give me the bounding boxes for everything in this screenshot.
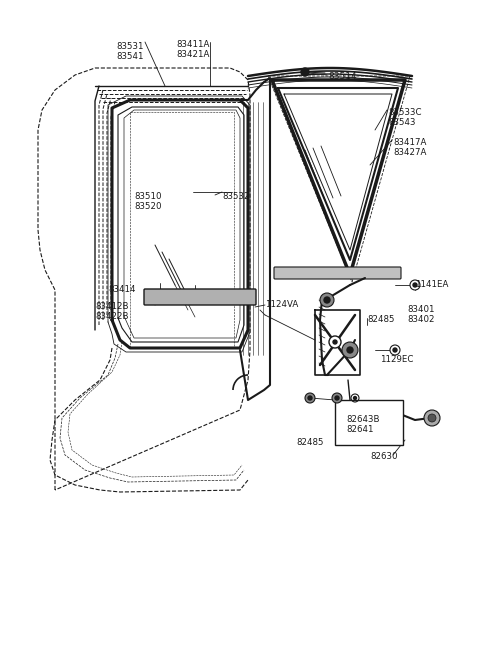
Circle shape	[393, 348, 397, 352]
Text: 83414: 83414	[108, 285, 135, 294]
Text: 83514: 83514	[328, 72, 357, 81]
Text: 83411A
83421A: 83411A 83421A	[176, 40, 210, 59]
Circle shape	[301, 68, 309, 76]
Text: 82630: 82630	[370, 452, 397, 461]
Text: 82485: 82485	[296, 438, 324, 447]
Text: 82643B
82641: 82643B 82641	[346, 415, 380, 434]
Circle shape	[347, 347, 353, 353]
Text: 1129EC: 1129EC	[380, 355, 413, 364]
Text: 83412B
83422B: 83412B 83422B	[95, 302, 129, 321]
FancyBboxPatch shape	[274, 267, 401, 279]
Text: 83532: 83532	[222, 192, 250, 201]
Circle shape	[390, 345, 400, 355]
Text: 83510
83520: 83510 83520	[134, 192, 161, 212]
Circle shape	[324, 297, 330, 303]
Circle shape	[305, 393, 315, 403]
FancyBboxPatch shape	[144, 289, 256, 305]
Text: 82485: 82485	[367, 315, 395, 324]
Text: 1141EA: 1141EA	[415, 280, 448, 289]
Circle shape	[424, 410, 440, 426]
Text: 83401
83402: 83401 83402	[407, 305, 434, 325]
Circle shape	[320, 293, 334, 307]
Circle shape	[410, 280, 420, 290]
Circle shape	[332, 393, 342, 403]
Text: 83531
83541: 83531 83541	[116, 42, 144, 61]
Circle shape	[413, 283, 417, 287]
Circle shape	[308, 396, 312, 400]
Text: 1124VA: 1124VA	[265, 300, 298, 309]
Text: 83417A
83427A: 83417A 83427A	[393, 138, 426, 158]
Circle shape	[329, 336, 341, 348]
Bar	[335, 400, 403, 445]
Circle shape	[342, 342, 358, 358]
Circle shape	[333, 340, 337, 344]
Circle shape	[335, 396, 339, 400]
Circle shape	[353, 397, 357, 399]
Circle shape	[428, 414, 436, 422]
Text: 83533C
83543: 83533C 83543	[388, 108, 421, 127]
